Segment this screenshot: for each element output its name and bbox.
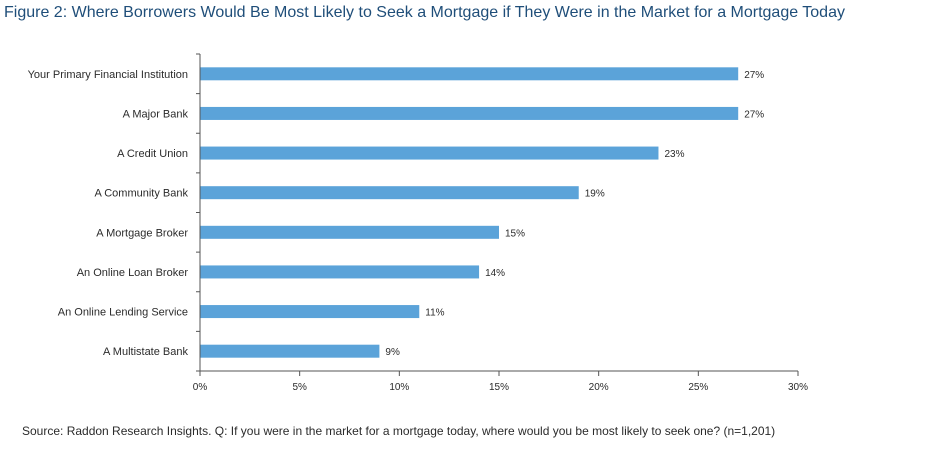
bar bbox=[200, 146, 659, 160]
x-tick-label: 20% bbox=[589, 382, 609, 393]
data-label: 27% bbox=[744, 109, 764, 120]
x-tick-label: 0% bbox=[193, 382, 208, 393]
x-tick-label: 30% bbox=[788, 382, 808, 393]
bars-layer: Your Primary Financial Institution 27% A M… bbox=[28, 67, 764, 358]
category-label: Your Primary Financial Institution bbox=[28, 69, 188, 81]
data-label: 19% bbox=[585, 189, 605, 200]
data-label: 15% bbox=[505, 228, 525, 239]
data-label: 27% bbox=[744, 70, 764, 81]
x-tick-label: 10% bbox=[389, 382, 409, 393]
bar-chart: Your Primary Financial Institution 27% A M… bbox=[28, 53, 808, 393]
data-label: 14% bbox=[485, 268, 505, 279]
bar bbox=[200, 186, 579, 200]
category-label: An Online Lending Service bbox=[58, 307, 188, 319]
bar bbox=[200, 265, 480, 279]
bar bbox=[200, 225, 499, 239]
category-label: An Online Loan Broker bbox=[77, 267, 189, 279]
category-label: A Major Bank bbox=[123, 108, 189, 120]
category-label: A Multistate Bank bbox=[103, 346, 188, 358]
bar bbox=[200, 106, 739, 120]
category-label: A Mortgage Broker bbox=[96, 227, 188, 239]
category-label: A Community Bank bbox=[94, 188, 188, 200]
source-note: Source: Raddon Research Insights. Q: If … bbox=[22, 424, 776, 438]
x-tick-label: 15% bbox=[489, 382, 509, 393]
bar bbox=[200, 67, 739, 81]
bar bbox=[200, 344, 380, 358]
data-label: 9% bbox=[385, 347, 400, 358]
category-label: A Credit Union bbox=[117, 148, 188, 160]
axes-layer: 0% 5% 10% 15% 20% 25% 30% bbox=[193, 53, 808, 393]
data-label: 23% bbox=[664, 149, 684, 160]
bar bbox=[200, 305, 420, 319]
data-label: 11% bbox=[425, 308, 444, 319]
chart-title: Figure 2: Where Borrowers Would Be Most … bbox=[4, 4, 845, 21]
x-tick-label: 5% bbox=[292, 382, 307, 393]
x-tick-label: 25% bbox=[688, 382, 708, 393]
